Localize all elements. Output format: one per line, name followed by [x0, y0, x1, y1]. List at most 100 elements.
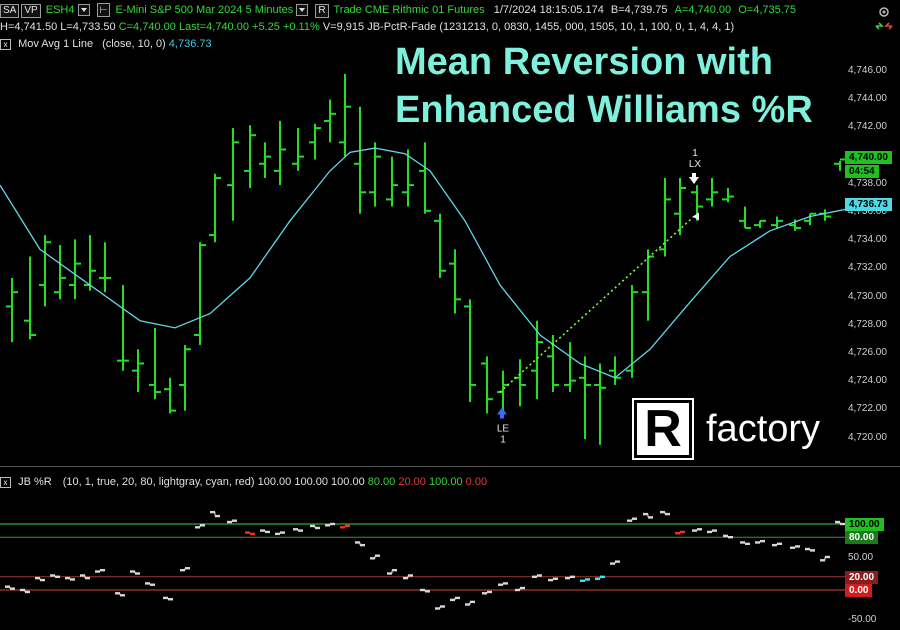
pctr-value-5: 20.00 — [398, 476, 426, 488]
pctr-bar — [370, 554, 380, 560]
last-label: Last=4,740.00 — [178, 21, 249, 33]
price-bar — [722, 188, 734, 203]
pctr-bar — [260, 529, 270, 534]
interval-dropdown-icon[interactable] — [296, 4, 309, 17]
pctr-bar — [565, 575, 575, 580]
price-bar — [132, 349, 144, 393]
price-bar — [449, 249, 461, 314]
pctr-value-6: 100.00 — [428, 476, 463, 488]
ma-params: (close, 10, 0) — [102, 38, 166, 50]
pctr-value-2: 100.00 — [294, 476, 328, 488]
pctr-legend: x JB %R (10, 1, true, 20, 80, lightgray,… — [0, 475, 487, 489]
price-tick-label: 4,722.00 — [848, 403, 887, 415]
pctr-chart[interactable] — [0, 490, 845, 630]
pctr-bar — [387, 568, 397, 575]
price-bar — [179, 344, 191, 411]
pctr-bar — [340, 524, 350, 529]
interval-button[interactable]: ⊢ — [96, 3, 111, 17]
pctr-bar — [820, 555, 830, 562]
long-exit-marker[interactable] — [689, 173, 699, 185]
pctr-bar — [610, 560, 620, 565]
price-tick-label: 4,724.00 — [848, 375, 887, 387]
price-bar — [99, 242, 111, 293]
pct-label: +0.11% — [282, 21, 320, 33]
pctr-bar — [755, 539, 765, 544]
symbol-label[interactable]: ESH4 — [45, 4, 75, 16]
overlay-title-line1: Mean Reversion with — [395, 41, 773, 83]
pctr-bar — [435, 605, 445, 610]
price-tick-label: 4,730.00 — [848, 290, 887, 302]
price-bar — [531, 320, 543, 400]
ma-legend: x Mov Avg 1 Line (close, 10, 0) 4,736.73 — [0, 37, 212, 51]
price-tick-label: 4,746.00 — [848, 65, 887, 76]
price-bar — [39, 235, 51, 307]
pctr-bar — [740, 541, 750, 545]
r-button[interactable]: R — [315, 4, 329, 18]
pctr-bar — [835, 520, 845, 526]
chart-toolbar: SA VP ESH4 ⊢ E-Mini S&P 500 Mar 2024 5 Mi… — [0, 3, 796, 18]
rfactory-logo: R factory — [630, 398, 820, 460]
price-bar — [514, 359, 526, 407]
symbol-dropdown-icon[interactable] — [77, 4, 90, 17]
price-bar — [674, 178, 686, 236]
pctr-bar — [35, 576, 45, 582]
open-label: O=4,735.75 — [738, 4, 797, 16]
price-tick-label: 4,738.00 — [848, 177, 887, 189]
logo-mark: R — [632, 398, 694, 460]
price-bar — [642, 249, 654, 321]
exit-qty-label: 1 — [692, 148, 698, 159]
pane-divider[interactable] — [0, 466, 900, 467]
ask-label: A=4,740.00 — [674, 4, 732, 16]
sa-button[interactable]: SA — [0, 4, 20, 18]
price-bar — [354, 106, 366, 214]
price-bar — [54, 245, 66, 300]
pctr-bar — [355, 541, 365, 547]
price-bar — [309, 123, 321, 160]
last-price-tag: 4,740.00 — [845, 151, 892, 164]
ma-close-button[interactable]: x — [0, 38, 11, 50]
pctr-bar — [227, 519, 237, 524]
pctr-bar — [115, 592, 125, 597]
price-bar — [227, 128, 239, 221]
pctr-bar — [50, 574, 60, 579]
price-bar — [626, 285, 638, 378]
pctr-bar — [325, 522, 335, 527]
pctr-close-button[interactable]: x — [0, 476, 11, 488]
entry-label: LE — [497, 423, 510, 434]
price-tick-label: 4,744.00 — [848, 93, 887, 105]
price-bar — [149, 327, 161, 400]
pctr-bar — [145, 582, 155, 586]
price-bar — [69, 239, 81, 300]
pctr-bar — [20, 588, 30, 594]
pctr-bar — [790, 545, 800, 549]
price-bar — [771, 216, 783, 228]
pctr-bar — [65, 576, 75, 581]
price-bar — [6, 277, 18, 343]
pctr-bar — [450, 596, 460, 602]
long-entry-marker[interactable] — [497, 407, 507, 419]
price-bar — [594, 363, 606, 445]
pctr-bar — [772, 542, 782, 547]
pctr-bar — [723, 534, 733, 539]
bid-label: B=4,739.75 — [610, 4, 668, 16]
pctr-value-7: 0.00 — [465, 476, 488, 488]
price-bar — [464, 299, 476, 403]
price-bar — [24, 256, 36, 340]
price-tick-label: 4,742.00 — [848, 121, 887, 133]
price-tick-label: 4,734.00 — [848, 234, 887, 246]
price-bar — [274, 120, 286, 186]
trade-line — [499, 213, 698, 393]
pctr-value-4: 80.00 — [367, 476, 396, 488]
pctr-bar — [805, 547, 815, 552]
high-label: H=4,741.50 — [0, 21, 58, 33]
settings-icon[interactable] — [872, 4, 896, 34]
chart-corner-icons[interactable] — [872, 4, 896, 34]
pctr-bar — [498, 582, 508, 586]
pctr-tick-50: 50.00 — [848, 552, 874, 563]
pctr-bar — [532, 574, 542, 579]
pctr-bar — [580, 578, 590, 582]
pctr-tick-neg50: -50.00 — [848, 614, 877, 625]
price-tick-label: 4,732.00 — [848, 262, 887, 274]
vp-button[interactable]: VP — [21, 4, 41, 18]
